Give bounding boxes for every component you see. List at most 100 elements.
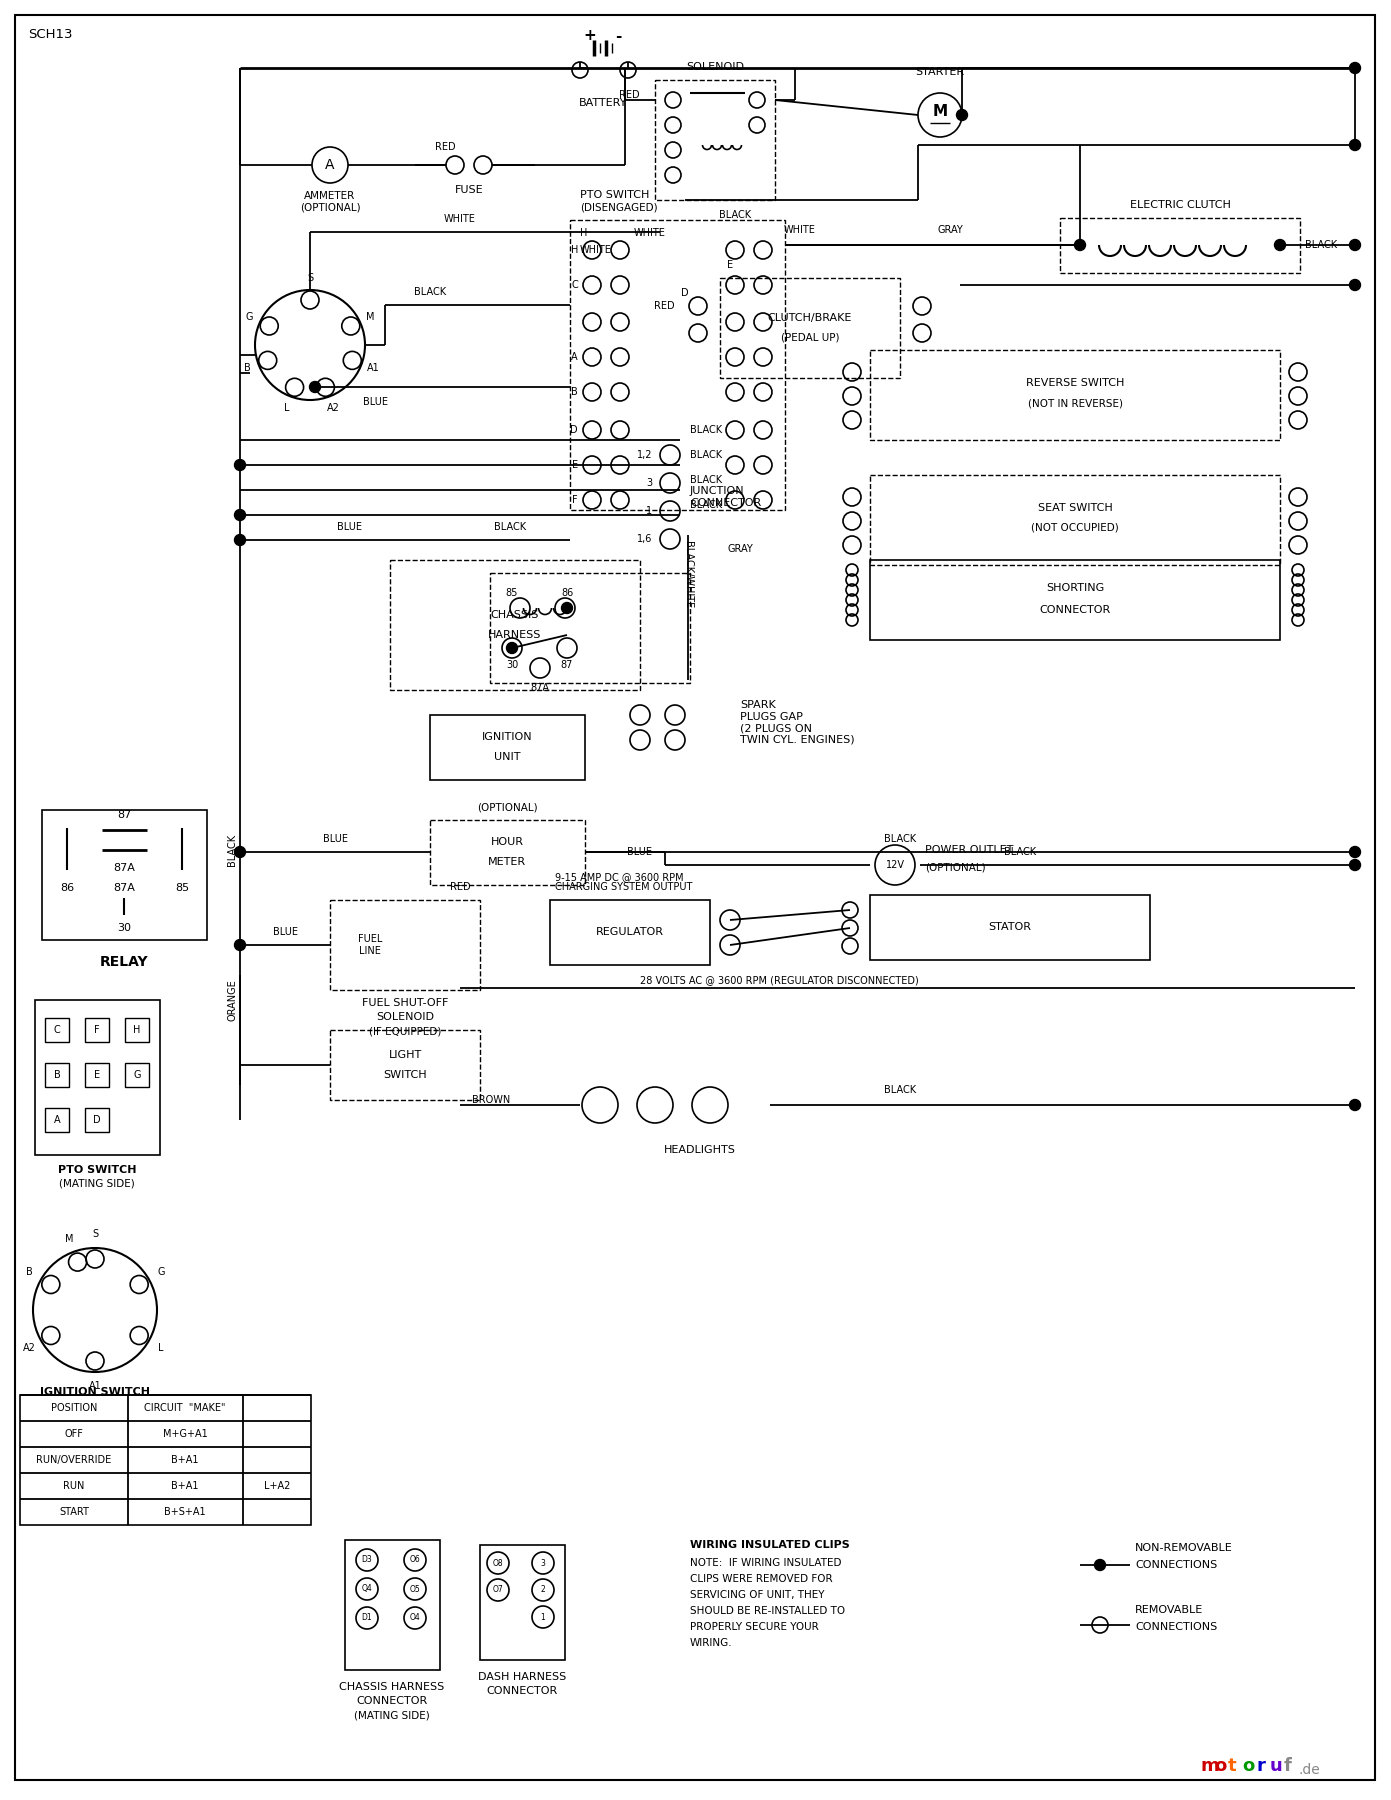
Text: BLACK: BLACK [1004, 848, 1036, 857]
Text: BLACK: BLACK [883, 833, 917, 844]
Text: B: B [572, 387, 579, 398]
Text: WHITE: WHITE [785, 225, 817, 236]
Bar [869, 349, 1280, 439]
Text: B: B [54, 1069, 60, 1080]
Text: DASH HARNESS: DASH HARNESS [479, 1672, 566, 1681]
Text: BLACK: BLACK [719, 211, 751, 220]
Text: FUEL
LINE: FUEL LINE [357, 934, 383, 956]
Text: HARNESS: HARNESS [488, 630, 541, 641]
Text: FUSE: FUSE [455, 185, 483, 194]
Bar [869, 475, 1280, 565]
Text: CIRCUIT  "MAKE": CIRCUIT "MAKE" [145, 1402, 225, 1413]
Text: GRAY: GRAY [727, 544, 753, 554]
Bar [45, 1019, 70, 1042]
Text: IGNITION: IGNITION [481, 733, 533, 742]
Bar [125, 1019, 149, 1042]
Text: STARTER: STARTER [915, 67, 964, 77]
Text: REVERSE SWITCH: REVERSE SWITCH [1025, 378, 1124, 389]
Text: Q4: Q4 [362, 1584, 373, 1593]
Text: B: B [26, 1267, 32, 1276]
Text: (IF EQUIPPED): (IF EQUIPPED) [369, 1026, 441, 1037]
Text: PROPERLY SECURE YOUR: PROPERLY SECURE YOUR [690, 1622, 819, 1633]
Text: 2: 2 [541, 1586, 545, 1595]
Text: CHASSIS HARNESS: CHASSIS HARNESS [339, 1681, 445, 1692]
Text: CHASSIS: CHASSIS [491, 610, 540, 619]
Text: SPARK
PLUGS GAP
(2 PLUGS ON
TWIN CYL. ENGINES): SPARK PLUGS GAP (2 PLUGS ON TWIN CYL. EN… [740, 700, 854, 745]
Text: SOLENOID: SOLENOID [376, 1012, 434, 1022]
Text: t: t [1228, 1757, 1237, 1775]
Text: BROWN: BROWN [472, 1094, 510, 1105]
Text: SWITCH: SWITCH [383, 1069, 427, 1080]
Text: BLACK: BLACK [883, 1085, 917, 1094]
Text: PTO SWITCH: PTO SWITCH [58, 1165, 136, 1175]
Text: CONNECTOR: CONNECTOR [1039, 605, 1110, 616]
Text: RUN/OVERRIDE: RUN/OVERRIDE [36, 1454, 111, 1465]
Text: BLACK/WHITE: BLACK/WHITE [683, 542, 693, 608]
Text: BLACK: BLACK [690, 450, 722, 461]
Text: E: E [727, 259, 733, 270]
Text: M: M [65, 1233, 74, 1244]
Text: C: C [572, 281, 579, 290]
Text: A1: A1 [367, 364, 380, 373]
Text: H: H [580, 229, 587, 238]
Bar [35, 1001, 160, 1156]
Text: RELAY: RELAY [100, 956, 149, 968]
Text: 30: 30 [506, 661, 517, 670]
Text: RED: RED [434, 142, 455, 151]
Text: 85: 85 [506, 589, 519, 598]
Text: NOTE:  IF WIRING INSULATED: NOTE: IF WIRING INSULATED [690, 1559, 842, 1568]
Text: 30: 30 [117, 923, 131, 932]
Text: BLACK: BLACK [690, 475, 722, 484]
Text: BLACK: BLACK [227, 833, 236, 866]
Text: S: S [92, 1229, 97, 1238]
Text: (MATING SIDE): (MATING SIDE) [355, 1710, 430, 1721]
Text: F: F [572, 495, 579, 506]
Bar [655, 79, 775, 200]
Text: D3: D3 [362, 1555, 373, 1564]
Text: STATOR: STATOR [989, 922, 1032, 932]
Circle shape [310, 382, 320, 392]
Bar [549, 900, 709, 965]
Text: BLUE: BLUE [627, 848, 652, 857]
Text: O8: O8 [492, 1559, 504, 1568]
Bar [389, 560, 640, 689]
Text: BLUE: BLUE [323, 833, 348, 844]
Text: L: L [159, 1343, 164, 1354]
Text: 12V: 12V [886, 860, 904, 869]
Text: H: H [134, 1024, 140, 1035]
Text: O6: O6 [409, 1555, 420, 1564]
Text: .de: .de [1298, 1762, 1320, 1777]
Text: 87A: 87A [530, 682, 549, 693]
Circle shape [1274, 239, 1285, 250]
Text: BLACK: BLACK [690, 425, 722, 436]
Text: BLUE: BLUE [363, 398, 388, 407]
Text: 3: 3 [645, 479, 652, 488]
Text: A: A [325, 158, 335, 173]
Text: SEAT SWITCH: SEAT SWITCH [1038, 502, 1113, 513]
Text: 1,2: 1,2 [637, 450, 652, 461]
Text: START: START [58, 1507, 89, 1517]
Text: CONNECTIONS: CONNECTIONS [1135, 1561, 1217, 1570]
Text: C: C [54, 1024, 60, 1035]
Text: 87: 87 [561, 661, 573, 670]
Text: CHARGING SYSTEM OUTPUT: CHARGING SYSTEM OUTPUT [555, 882, 693, 893]
Text: f: f [1284, 1757, 1292, 1775]
Text: B+S+A1: B+S+A1 [164, 1507, 206, 1517]
Text: METER: METER [488, 857, 526, 868]
Text: o: o [1242, 1757, 1255, 1775]
Text: 1: 1 [541, 1613, 545, 1622]
Text: A2: A2 [327, 403, 339, 412]
Text: m: m [1200, 1757, 1219, 1775]
Text: SHORTING: SHORTING [1046, 583, 1104, 592]
Circle shape [1349, 1100, 1360, 1111]
Bar [330, 1030, 480, 1100]
Bar [570, 220, 785, 509]
Bar [869, 560, 1280, 641]
Circle shape [235, 846, 245, 857]
Text: E: E [572, 461, 579, 470]
Text: 9-15 AMP DC @ 3600 RPM: 9-15 AMP DC @ 3600 RPM [555, 871, 683, 882]
Bar [869, 895, 1150, 959]
Text: 87: 87 [117, 810, 131, 821]
Bar [721, 277, 900, 378]
Text: (OPTIONAL): (OPTIONAL) [477, 803, 537, 812]
